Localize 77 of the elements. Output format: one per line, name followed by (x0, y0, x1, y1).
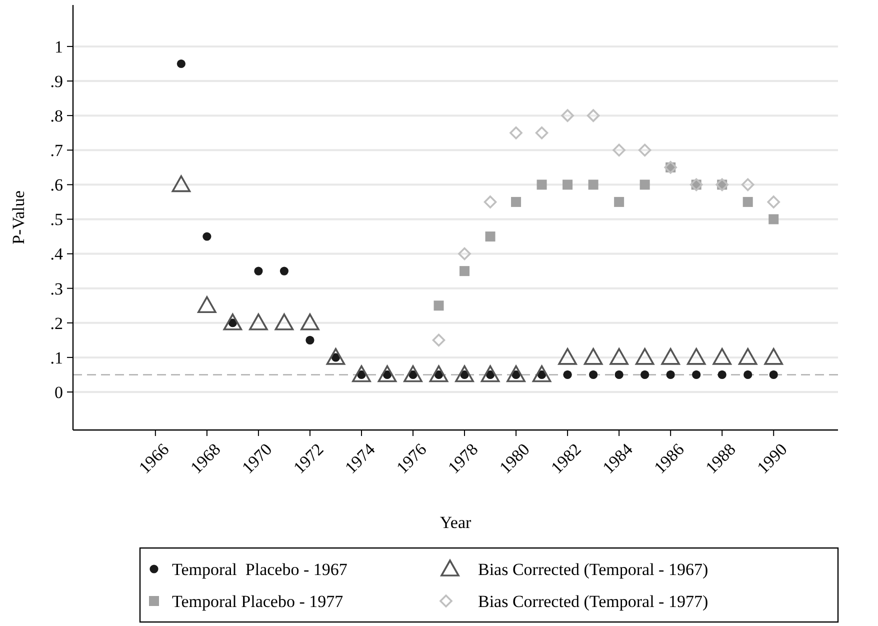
y-tick-label: .7 (50, 141, 64, 160)
point (738, 348, 758, 365)
point (610, 348, 628, 365)
point (404, 365, 422, 382)
point (536, 180, 547, 190)
point (563, 370, 572, 380)
point (280, 266, 289, 276)
point (172, 175, 191, 192)
point (223, 313, 242, 330)
point (558, 348, 577, 365)
point (764, 348, 784, 365)
point (274, 313, 294, 330)
point (434, 300, 444, 311)
y-tick-label: .4 (50, 244, 64, 264)
point (635, 348, 654, 365)
point (510, 126, 522, 140)
point (741, 178, 754, 192)
point (744, 370, 752, 380)
y-tick-label: .2 (50, 314, 63, 333)
point (198, 296, 216, 314)
y-tick-label: .3 (50, 279, 63, 298)
point (432, 334, 446, 347)
point (661, 348, 680, 365)
point (769, 370, 778, 380)
y-axis-title: P-Value (9, 190, 28, 244)
point (614, 370, 624, 380)
legend-label: Bias Corrected (Temporal - 1967) (478, 560, 708, 579)
point (458, 247, 471, 260)
y-tick-label: .1 (50, 348, 63, 368)
point (712, 348, 732, 365)
point (561, 109, 574, 122)
point (612, 144, 626, 157)
point (692, 370, 701, 380)
point (767, 196, 780, 208)
point (480, 365, 500, 382)
point (562, 180, 573, 190)
point (300, 313, 320, 330)
y-tick-label: .5 (50, 210, 63, 230)
point (638, 144, 652, 157)
point (640, 180, 650, 190)
legend-label: Bias Corrected (Temporal - 1977) (478, 592, 708, 611)
point (586, 109, 600, 122)
point (584, 348, 603, 365)
point (326, 348, 346, 365)
point (589, 370, 598, 380)
point (506, 365, 526, 382)
y-tick-label: 1 (54, 37, 63, 56)
point (588, 180, 598, 190)
point (378, 365, 397, 382)
point (614, 196, 624, 207)
point (485, 232, 496, 242)
point (249, 313, 268, 330)
point (484, 196, 497, 208)
point (532, 365, 552, 382)
x-axis-title: Year (440, 513, 472, 532)
y-tick-label: .9 (50, 72, 63, 91)
point (352, 365, 371, 382)
point (202, 232, 212, 241)
legend-label: Temporal Placebo - 1977 (172, 592, 344, 611)
point (511, 196, 522, 207)
y-tick-label: 0 (54, 382, 63, 402)
point (686, 348, 706, 365)
legend-label: Temporal Placebo - 1967 (172, 560, 348, 579)
point (455, 365, 474, 382)
y-tick-label: .8 (50, 106, 63, 126)
point (254, 266, 263, 276)
point (640, 370, 650, 380)
point (429, 365, 448, 382)
y-tick-label: .6 (50, 176, 63, 195)
point (768, 214, 779, 224)
point (535, 126, 548, 140)
point (666, 370, 675, 380)
point (176, 59, 186, 68)
point (742, 196, 753, 207)
point (306, 336, 314, 344)
point (460, 266, 470, 276)
point (718, 370, 726, 380)
